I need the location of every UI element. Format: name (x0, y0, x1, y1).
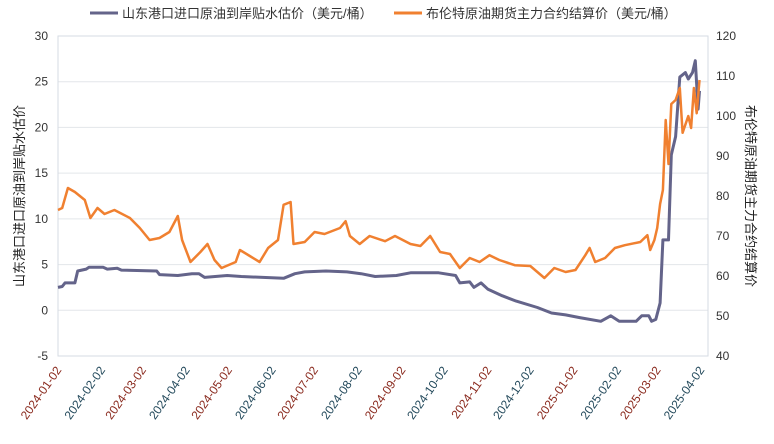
x-tick-label: 2024-03-02 (102, 363, 149, 422)
x-tick-label: 2024-10-02 (404, 363, 451, 422)
right-y-axis: 40 50 60 70 80 90 100 110 120 (716, 29, 736, 363)
x-tick-label: 2024-01-02 (18, 363, 65, 422)
left-y-tick-label: 10 (35, 212, 49, 226)
series-line-brent-price (57, 79, 701, 280)
x-tick-label: 2024-11-02 (448, 363, 494, 421)
x-tick-label: 2024-12-02 (490, 363, 537, 422)
left-y-tick-label: 20 (35, 120, 49, 134)
right-y-tick-label: 40 (716, 349, 730, 363)
x-tick-label: 2024-06-02 (232, 363, 279, 422)
right-y-tick-label: 100 (716, 109, 736, 123)
plot-area-border (57, 35, 709, 357)
series-lines (57, 59, 701, 323)
left-y-tick-label: 15 (35, 166, 49, 180)
right-y-tick-label: 110 (716, 69, 735, 83)
x-tick-label: 2024-05-02 (188, 363, 235, 422)
legend-item-shandong-premium[interactable]: 山东港口进口原油到岸贴水估价（美元/桶） (90, 6, 373, 21)
left-y-tick-label: 0 (41, 303, 48, 317)
x-tick-label: 2024-09-02 (362, 363, 409, 422)
right-y-tick-label: 60 (716, 269, 730, 283)
x-tick-label: 2025-03-02 (617, 363, 664, 422)
x-axis: 2024-01-022024-02-022024-03-022024-04-02… (18, 363, 708, 422)
series-line-shandong-premium (57, 59, 701, 323)
right-y-tick-label: 70 (716, 229, 730, 243)
left-y-tick-label: -5 (37, 349, 48, 363)
x-tick-label: 2025-01-02 (534, 363, 581, 422)
x-tick-label: 2024-02-02 (61, 363, 108, 422)
x-tick-label: 2024-04-02 (146, 363, 193, 422)
legend-item-brent-price[interactable]: 布伦特原油期货主力合约结算价（美元/桶） (394, 6, 677, 21)
left-y-tick-label: 25 (35, 75, 49, 89)
right-y-tick-label: 80 (716, 189, 730, 203)
gridlines (58, 35, 708, 357)
x-tick-label: 2025-04-02 (661, 363, 708, 422)
legend-label: 布伦特原油期货主力合约结算价（美元/桶） (426, 6, 677, 21)
left-axis-title: 山东港口进口原油到岸贴水估价 (12, 105, 27, 287)
right-axis-title: 布伦特原油期货主力合约结算价 (743, 105, 758, 287)
left-y-tick-label: 30 (35, 29, 49, 43)
legend: 山东港口进口原油到岸贴水估价（美元/桶） 布伦特原油期货主力合约结算价（美元/桶… (90, 6, 677, 21)
left-y-tick-label: 5 (41, 258, 48, 272)
right-y-tick-label: 50 (716, 309, 730, 323)
x-tick-label: 2024-07-02 (274, 363, 321, 422)
legend-label: 山东港口进口原油到岸贴水估价（美元/桶） (122, 6, 373, 21)
left-y-axis: -5 0 5 10 15 20 25 30 (35, 29, 49, 363)
right-y-tick-label: 120 (716, 29, 736, 43)
right-y-tick-label: 90 (716, 149, 730, 163)
x-tick-label: 2024-08-02 (318, 363, 365, 422)
